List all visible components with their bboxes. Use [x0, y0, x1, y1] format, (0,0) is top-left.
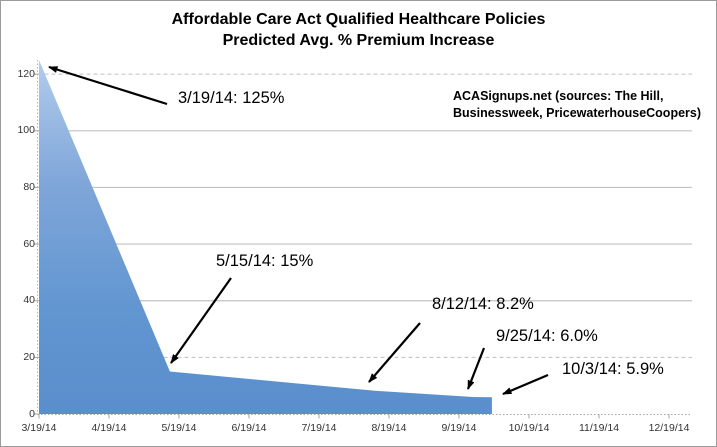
chart-subtitle: Predicted Avg. % Premium Increase — [222, 32, 495, 49]
source-note-line1: ACASignups.net (sources: The Hill, — [453, 89, 664, 103]
x-axis-label: 5/19/14 — [161, 422, 197, 434]
y-axis-label: 100 — [17, 124, 35, 137]
x-axis-label: 12/19/14 — [648, 422, 690, 434]
annotation-label: 3/19/14: 125% — [178, 89, 285, 107]
source-note: ACASignups.net (sources: The Hill, Busin… — [453, 88, 701, 122]
annotation-label: 10/3/14: 5.9% — [562, 360, 664, 378]
x-axis-label: 4/19/14 — [91, 422, 127, 434]
y-axis-label: 0 — [29, 407, 35, 420]
annotation-label: 8/12/14: 8.2% — [432, 295, 534, 313]
annotation-arrow — [48, 65, 168, 106]
x-axis-label: 8/19/14 — [371, 422, 407, 434]
annotation-arrow — [368, 322, 421, 383]
x-axis-label: 3/19/14 — [21, 422, 57, 434]
annotation-label: 5/15/14: 15% — [216, 252, 314, 270]
y-axis-label: 20 — [23, 350, 35, 363]
x-axis-label: 6/19/14 — [231, 422, 267, 434]
x-axis-label: 7/19/14 — [301, 422, 337, 434]
x-axis-label: 11/19/14 — [578, 422, 620, 434]
annotation-arrow — [502, 373, 549, 396]
source-note-line2: Businessweek, PricewaterhouseCoopers) — [453, 106, 702, 120]
premium-increase-area-series — [39, 60, 492, 414]
annotation-arrow — [466, 347, 486, 390]
y-axis-label: 80 — [23, 180, 35, 193]
y-axis-label: 120 — [17, 67, 35, 80]
y-axis-label: 40 — [23, 294, 35, 307]
x-axis-label: 10/19/14 — [508, 422, 550, 434]
annotation-label: 9/25/14: 6.0% — [496, 327, 598, 345]
y-axis-label: 60 — [23, 237, 35, 250]
annotation-arrow — [170, 277, 232, 364]
chart-title: Affordable Care Act Qualified Healthcare… — [171, 11, 546, 28]
x-axis-label: 9/19/14 — [441, 422, 477, 434]
